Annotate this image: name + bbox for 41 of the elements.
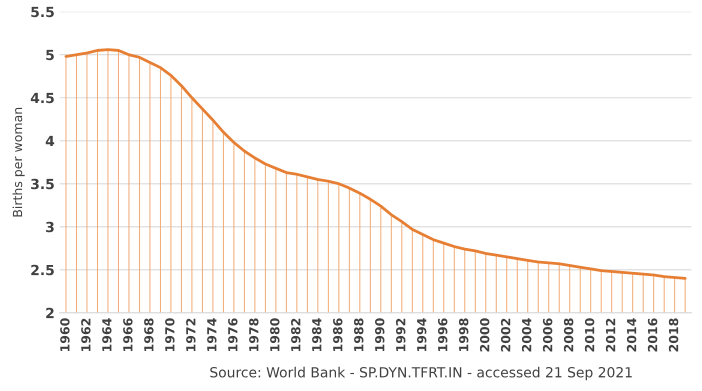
x-tick-label: 2014 [626, 318, 636, 352]
x-tick-label: 1974 [207, 318, 217, 352]
x-tick-label: 1978 [249, 318, 259, 352]
x-tick-label: 1980 [270, 318, 280, 352]
x-tick-label: 1984 [312, 318, 322, 352]
y-tick-label: 5.5 [31, 6, 54, 18]
line-series [64, 48, 687, 280]
y-tick-label: 4 [46, 136, 54, 146]
x-tick-label: 2018 [668, 318, 678, 352]
y-axis-title: Births per woman [12, 108, 25, 216]
y-tick-label: 4.5 [30, 92, 54, 104]
x-tick-label: 1996 [438, 318, 448, 352]
x-tick-label: 1990 [374, 318, 384, 352]
x-tick-label: 2002 [500, 318, 510, 352]
x-tick-label: 2010 [584, 318, 594, 352]
x-tick-label: 1992 [396, 318, 406, 352]
x-tick-label: 2004 [522, 318, 532, 352]
x-tick-label: 1986 [333, 318, 342, 352]
x-tick-label: 1970 [165, 318, 175, 352]
x-tick-label: 1972 [186, 318, 196, 352]
x-tick-label: 1988 [354, 318, 364, 352]
y-tick-label: 2.5 [31, 264, 54, 276]
x-tick-label: 2016 [648, 318, 658, 352]
x-tick-label: 1962 [81, 318, 91, 352]
y-tick-label: 2 [46, 308, 54, 318]
x-tick-label: 2006 [542, 318, 552, 352]
x-tick-label: 1960 [60, 318, 70, 352]
x-tick-label: 1998 [458, 318, 468, 352]
x-tick-label: 1966 [123, 318, 133, 352]
x-tick-label: 1982 [291, 318, 300, 352]
x-tick-label: 1964 [102, 318, 112, 352]
y-tick-label: 3.5 [31, 178, 54, 190]
x-tick-label: 2008 [564, 318, 574, 352]
x-tick-label: 1976 [228, 318, 238, 352]
x-tick-label: 1994 [416, 318, 426, 352]
y-tick-label: 3 [46, 222, 54, 232]
x-tick-label: 2000 [480, 318, 490, 352]
x-tick-label: 2012 [606, 318, 616, 352]
source-note: Source: World Bank - SP.DYN.TFRT.IN - accessed 21 Sep 2021 [210, 366, 632, 380]
y-tick-label: 5 [46, 50, 54, 60]
x-tick-label: 1968 [144, 318, 154, 352]
